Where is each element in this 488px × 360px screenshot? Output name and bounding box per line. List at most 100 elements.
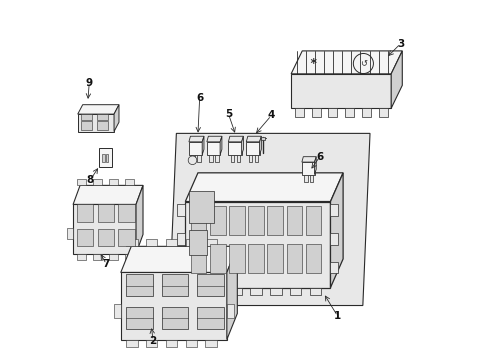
Bar [209,155,212,162]
Bar [209,244,225,273]
Polygon shape [136,185,142,253]
Polygon shape [228,142,241,155]
Bar [304,175,307,182]
Bar [286,206,302,235]
Bar [93,179,102,185]
Bar [98,229,114,246]
Bar [77,179,85,185]
Bar [190,206,206,235]
Bar [254,155,258,162]
Bar [185,239,197,246]
Bar [305,244,321,273]
Polygon shape [121,246,237,273]
Bar [309,288,321,296]
Bar [205,339,217,347]
Polygon shape [188,136,203,142]
Bar [269,288,281,296]
Polygon shape [99,148,112,167]
Bar [93,253,102,260]
Bar [378,108,387,117]
Polygon shape [114,105,119,132]
Bar [81,114,92,120]
Polygon shape [185,202,330,288]
Text: 6: 6 [316,152,323,162]
Polygon shape [301,157,316,162]
Bar [126,307,153,329]
Bar [146,339,157,347]
Text: 2: 2 [149,336,156,346]
Text: ↺: ↺ [359,59,366,68]
Polygon shape [228,136,243,142]
Bar [109,253,118,260]
Bar [228,206,244,235]
Bar [162,307,188,329]
Text: 9: 9 [85,78,93,88]
Bar [250,288,261,296]
Polygon shape [246,142,259,155]
Bar [125,179,134,185]
Polygon shape [226,246,237,339]
Bar [197,155,201,162]
Polygon shape [290,51,402,74]
Text: 5: 5 [224,109,231,119]
Bar [248,155,252,162]
Polygon shape [220,136,222,155]
Bar [98,204,114,222]
Bar [289,288,301,296]
Bar [248,244,264,273]
Circle shape [188,156,196,165]
Polygon shape [73,185,142,204]
Polygon shape [185,173,343,202]
Polygon shape [314,157,316,175]
Bar [81,121,92,130]
Bar [330,233,338,244]
Bar [118,204,135,222]
Bar [77,204,93,222]
Bar [102,154,104,162]
Bar [97,114,108,120]
Bar [328,108,337,117]
Bar [286,244,302,273]
Text: 6: 6 [196,93,203,103]
Bar [197,274,224,296]
Text: 3: 3 [396,39,403,49]
Bar [126,339,137,347]
Bar [118,229,135,246]
Text: 4: 4 [267,111,275,121]
Bar [205,239,217,246]
Bar [105,154,108,162]
Bar [210,288,222,296]
Bar [305,206,321,235]
Bar [261,137,265,140]
Bar [109,179,118,185]
Bar [230,155,234,162]
Bar [125,253,134,260]
Bar [185,339,197,347]
Bar [215,155,219,162]
Bar [77,229,93,246]
Bar [177,233,185,244]
Bar [197,307,224,329]
Bar [162,274,188,296]
Bar [165,339,177,347]
Bar [126,239,137,246]
Bar [362,108,370,117]
Bar [165,239,177,246]
Bar [309,175,313,182]
Polygon shape [73,204,136,253]
Bar [126,274,153,296]
Bar [177,204,185,216]
Polygon shape [246,136,261,142]
Bar [330,204,338,216]
Text: *: * [309,57,316,70]
Bar [330,262,338,273]
Bar [191,155,195,162]
Bar [190,288,202,296]
Polygon shape [169,134,369,306]
Bar [66,228,73,239]
Text: 1: 1 [333,311,341,321]
Bar [311,108,320,117]
Bar [146,239,157,246]
Bar [294,108,303,117]
Polygon shape [202,136,203,155]
